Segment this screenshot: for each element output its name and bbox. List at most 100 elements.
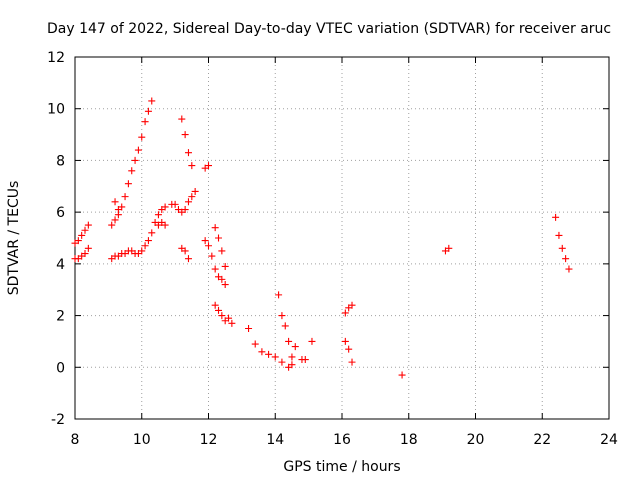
series-arc-u	[398, 371, 406, 379]
series-arc-l	[211, 224, 229, 270]
data-point	[555, 231, 563, 239]
data-point	[211, 265, 219, 273]
x-tick-label: 16	[333, 432, 351, 448]
series-arc-r	[308, 337, 316, 345]
series-arc-e	[111, 198, 122, 214]
data-point	[258, 348, 266, 356]
data-point	[301, 356, 309, 364]
data-point	[114, 206, 122, 214]
data-point	[245, 325, 253, 332]
data-point	[218, 247, 226, 255]
data-point	[111, 198, 119, 206]
data-point	[218, 312, 226, 320]
y-tick-label: 6	[56, 205, 65, 221]
series-arc-j	[201, 162, 212, 172]
data-point	[288, 361, 296, 369]
data-point	[181, 206, 189, 214]
series-arc-o	[275, 291, 293, 345]
data-point	[141, 118, 149, 126]
x-tick-label: 24	[600, 432, 618, 448]
data-point	[178, 115, 186, 123]
data-point	[134, 146, 142, 154]
y-tick-labels: -2 0 2 4 6 8 10 12	[47, 50, 65, 428]
data-point	[161, 221, 169, 229]
data-point	[191, 187, 199, 195]
data-point	[348, 301, 356, 309]
data-point	[271, 353, 279, 361]
data-point	[184, 149, 192, 157]
data-point	[228, 319, 236, 327]
data-point	[148, 97, 156, 105]
series-arc-c	[108, 97, 156, 229]
data-point	[211, 301, 219, 309]
series-arc-t	[341, 337, 356, 366]
data-point	[81, 250, 89, 258]
series-arc-q	[298, 356, 309, 364]
series-arc-m	[211, 301, 236, 327]
data-point	[278, 358, 286, 366]
data-point	[205, 162, 212, 170]
data-point	[181, 247, 189, 255]
data-point	[161, 203, 169, 211]
data-point	[141, 242, 149, 250]
data-point	[251, 340, 259, 348]
data-point	[215, 306, 223, 314]
axis-ticks	[74, 56, 610, 420]
data-point	[221, 281, 229, 289]
y-tick-label: 10	[47, 102, 65, 118]
data-point	[308, 337, 316, 345]
grid	[75, 57, 609, 419]
x-tick-label: 22	[533, 432, 551, 448]
y-tick-label: -2	[51, 412, 65, 428]
data-point	[211, 224, 219, 232]
data-point	[78, 231, 86, 239]
data-points	[71, 97, 573, 379]
data-point	[74, 237, 82, 245]
data-point	[215, 234, 223, 242]
data-point	[184, 255, 192, 263]
data-point	[121, 193, 129, 201]
series-arc-b	[71, 244, 92, 263]
x-axis-label: GPS time / hours	[283, 459, 400, 475]
data-point	[348, 358, 356, 366]
data-point	[201, 237, 209, 245]
data-point	[181, 131, 189, 139]
data-point	[144, 237, 152, 245]
series-arc-s	[341, 301, 356, 317]
chart-title: Day 147 of 2022, Sidereal Day-to-day VTE…	[47, 21, 611, 37]
data-point	[341, 309, 349, 317]
data-point	[291, 343, 299, 351]
data-point	[138, 247, 146, 255]
data-point	[562, 255, 570, 263]
data-point	[265, 350, 273, 358]
series-arc-h	[178, 115, 196, 170]
data-point	[221, 262, 229, 270]
y-axis-label: SDTVAR / TECUs	[6, 181, 22, 296]
series-arc-k	[201, 237, 229, 289]
data-point	[281, 322, 289, 330]
data-point	[184, 198, 192, 206]
data-point	[398, 371, 406, 379]
data-point	[565, 265, 573, 273]
series-arc-g	[168, 187, 199, 216]
series-arc-f	[154, 218, 169, 229]
data-point	[205, 242, 212, 250]
data-point	[278, 312, 286, 320]
data-point	[552, 213, 560, 221]
x-tick-label: 20	[467, 432, 485, 448]
data-point	[144, 107, 152, 115]
x-tick-label: 10	[133, 432, 151, 448]
data-point	[131, 156, 139, 164]
data-point	[558, 244, 566, 252]
data-point	[285, 337, 293, 345]
y-tick-label: 8	[56, 153, 65, 169]
y-tick-label: 12	[47, 50, 65, 66]
y-tick-label: 4	[56, 257, 65, 273]
data-point	[188, 162, 196, 170]
data-point	[154, 211, 162, 219]
series-arc-w	[552, 213, 573, 273]
data-point	[81, 226, 89, 234]
x-tick-label: 12	[200, 432, 218, 448]
y-tick-label: 0	[56, 360, 65, 376]
